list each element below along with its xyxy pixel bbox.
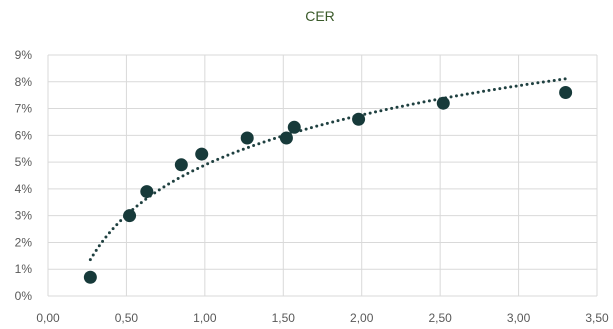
data-point (140, 185, 154, 199)
x-axis-ticks: 0,00 0,50 1,00 1,50 2,00 2,50 3,00 3,50 (36, 311, 609, 325)
data-point (436, 96, 450, 110)
y-tick-label: 3% (15, 209, 33, 223)
y-tick-label: 4% (15, 182, 33, 196)
y-axis-ticks: 0% 1% 2% 3% 4% 5% 6% 7% 8% 9% (15, 48, 33, 303)
chart-title: CER (305, 8, 335, 24)
data-point (559, 85, 573, 99)
data-point (195, 147, 209, 161)
data-point (287, 120, 301, 134)
x-tick-label: 0,00 (36, 311, 60, 325)
data-point (83, 270, 97, 284)
x-tick-label: 1,50 (272, 311, 296, 325)
y-tick-label: 5% (15, 155, 33, 169)
data-point (174, 158, 188, 172)
y-tick-label: 9% (15, 48, 33, 62)
y-tick-label: 8% (15, 75, 33, 89)
y-tick-label: 1% (15, 262, 33, 276)
data-point (279, 131, 293, 145)
log-trendline (88, 77, 568, 262)
y-tick-label: 7% (15, 102, 33, 116)
x-tick-label: 2,50 (428, 311, 452, 325)
y-tick-label: 2% (15, 235, 33, 249)
data-point (123, 209, 137, 223)
x-tick-label: 3,00 (507, 311, 531, 325)
x-tick-label: 0,50 (115, 311, 139, 325)
data-points (83, 85, 573, 284)
y-tick-label: 0% (15, 289, 33, 303)
trendline (88, 77, 568, 262)
data-point (240, 131, 254, 145)
data-point (352, 112, 366, 126)
x-tick-label: 2,00 (350, 311, 374, 325)
x-tick-label: 3,50 (585, 311, 609, 325)
x-tick-label: 1,00 (193, 311, 217, 325)
y-tick-label: 6% (15, 128, 33, 142)
grid-lines (47, 54, 598, 297)
